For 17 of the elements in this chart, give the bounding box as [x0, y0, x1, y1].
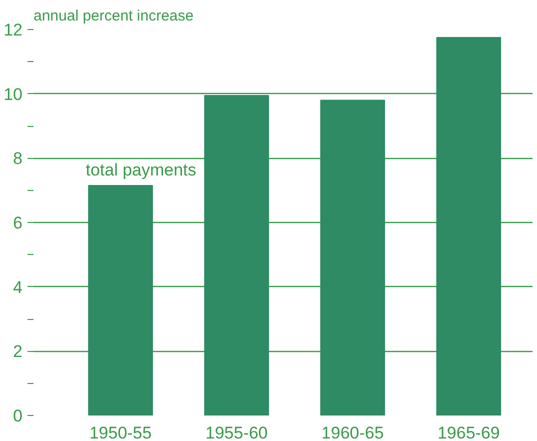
annotation: total payments	[86, 160, 196, 180]
y-tick-label: 2	[13, 342, 23, 362]
x-tick-label: 1950-55	[89, 424, 152, 441]
x-tick-label: 1960-65	[321, 424, 384, 441]
bar	[204, 94, 269, 416]
y-tick-label: 4	[13, 278, 23, 297]
y-tick-label: 10	[4, 84, 23, 104]
bar	[436, 37, 502, 416]
x-tick-label: 1955-60	[205, 424, 268, 441]
y-tick-label: 0	[13, 406, 23, 426]
bar	[320, 100, 386, 416]
x-tick-label: 1965-69	[437, 424, 500, 441]
y-tick-label: 12	[4, 20, 23, 40]
y-tick-label: 8	[13, 149, 23, 168]
y-tick-label: 6	[13, 214, 23, 232]
bar	[88, 185, 153, 416]
y-axis-title: annual percent increase	[34, 8, 194, 24]
